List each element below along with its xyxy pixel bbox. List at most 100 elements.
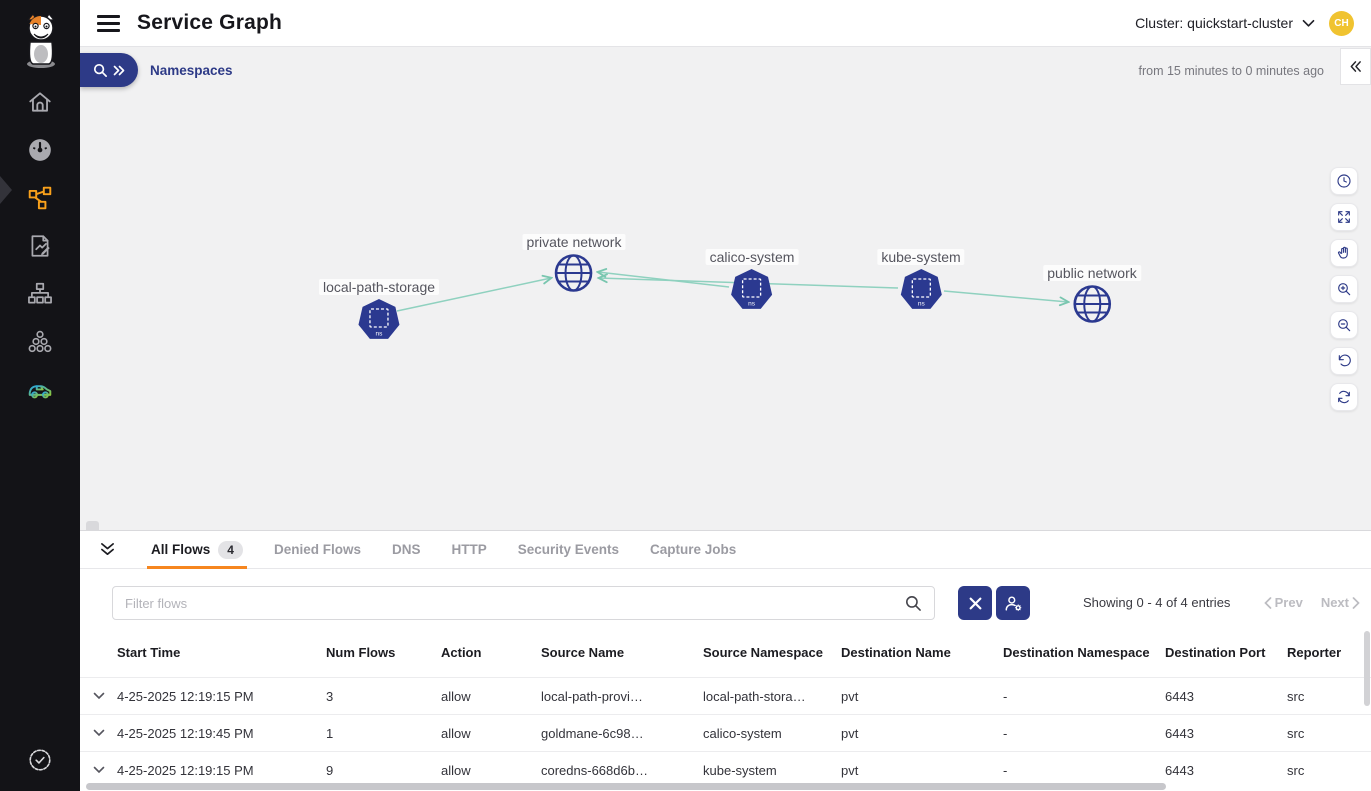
col-header-destination-port[interactable]: Destination Port (1165, 644, 1266, 660)
graph-node-local-path-storage[interactable]: local-path-storage ns (318, 279, 440, 342)
cell-source-namespace: calico-system (703, 725, 782, 741)
horizontal-scrollbar[interactable] (86, 783, 1166, 790)
cell-num-flows: 3 (326, 688, 334, 704)
double-chevron-left-icon (1350, 61, 1361, 72)
cluster-circles-icon (28, 330, 52, 352)
clear-filter-button[interactable] (958, 586, 992, 620)
cell-reporter: src (1287, 725, 1305, 741)
graph-node-kube-system[interactable]: kube-system ns (877, 249, 965, 312)
hand-icon (1337, 246, 1348, 259)
table-row[interactable]: 4-25-2025 12:19:15 PM 9 allow coredns-66… (80, 751, 1371, 788)
menu-hamburger-icon[interactable] (97, 14, 120, 32)
tab-label: Security Events (517, 542, 620, 557)
cell-action: allow (441, 688, 471, 704)
cell-destination-name: pvt (841, 725, 859, 741)
time-settings-button[interactable] (1330, 167, 1358, 195)
namespace-heptagon-icon: ns (731, 269, 773, 309)
cell-source-name: coredns-668d6b… (541, 762, 648, 778)
pagination-controls: Prev Next (1263, 595, 1360, 610)
column-settings-button[interactable] (996, 586, 1030, 620)
graph-node-public-network[interactable]: public network (1043, 265, 1141, 324)
flows-tabs: All Flows 4 Denied Flows DNS HTTP Securi… (80, 531, 1371, 569)
chevron-down-icon (93, 692, 104, 700)
cell-destination-name: pvt (841, 688, 859, 704)
cell-destination-port: 6443 (1165, 725, 1194, 741)
expand-arrows-icon (1338, 211, 1350, 223)
cell-source-namespace: kube-system (703, 762, 777, 778)
right-panel-expand-button[interactable] (1340, 48, 1371, 85)
col-header-start-time[interactable]: Start Time (117, 644, 181, 660)
graph-node-private-network[interactable]: private network (522, 234, 626, 293)
pagination-summary: Showing 0 - 4 of 4 entries (1083, 595, 1231, 610)
tab-security-events[interactable]: Security Events (518, 531, 619, 569)
clock-icon (1337, 174, 1351, 188)
svg-text:ns: ns (376, 331, 384, 338)
cell-start-time: 4-25-2025 12:19:15 PM (117, 688, 254, 704)
collapse-panel-button[interactable] (94, 542, 120, 557)
node-label: calico-system (705, 249, 799, 265)
tab-label: Capture Jobs (650, 542, 737, 557)
service-graph-canvas[interactable]: Namespaces from 15 minutes to 0 minutes … (80, 47, 1371, 530)
prev-page-button[interactable]: Prev (1263, 595, 1303, 610)
col-header-source-name[interactable]: Source Name (541, 644, 625, 660)
zoom-out-button[interactable] (1330, 311, 1358, 339)
panel-resize-handle[interactable] (86, 521, 99, 531)
time-range-label: from 15 minutes to 0 minutes ago (1138, 64, 1324, 78)
tab-http[interactable]: HTTP (451, 531, 486, 569)
sidebar-item-policies[interactable] (23, 232, 57, 259)
refresh-button[interactable] (1330, 383, 1358, 411)
col-header-destination-namespace[interactable]: Destination Namespace (1003, 644, 1150, 660)
graph-search-pill[interactable] (80, 53, 138, 87)
tab-label: HTTP (451, 542, 487, 557)
fit-screen-button[interactable] (1330, 203, 1358, 231)
sidebar-item-cluster[interactable] (23, 328, 57, 355)
cell-num-flows: 9 (326, 762, 334, 778)
cell-action: allow (441, 725, 471, 741)
col-header-destination-name[interactable]: Destination Name (841, 644, 951, 660)
breadcrumb-namespaces[interactable]: Namespaces (150, 63, 233, 78)
sidebar-item-home[interactable] (23, 88, 57, 115)
row-expand-button[interactable] (80, 692, 117, 700)
svg-text:ns: ns (749, 301, 757, 308)
table-row[interactable]: 4-25-2025 12:19:45 PM 1 allow goldmane-6… (80, 714, 1371, 751)
tab-all-flows[interactable]: All Flows 4 (147, 531, 247, 569)
search-icon[interactable] (905, 595, 922, 612)
col-header-source-namespace[interactable]: Source Namespace (703, 644, 823, 660)
avatar[interactable]: CH (1329, 10, 1354, 36)
col-header-action[interactable]: Action (441, 644, 482, 660)
next-page-button[interactable]: Next (1321, 595, 1360, 610)
left-sidebar (0, 0, 80, 791)
col-header-reporter[interactable]: Reporter (1287, 644, 1342, 660)
zoom-out-icon (1338, 319, 1351, 332)
sidebar-item-dashboard[interactable] (23, 136, 57, 163)
vertical-scrollbar[interactable] (1364, 631, 1370, 706)
tab-dns[interactable]: DNS (392, 531, 421, 569)
sidebar-item-service-graph[interactable] (23, 184, 57, 211)
pan-hand-button[interactable] (1330, 239, 1358, 267)
tab-capture-jobs[interactable]: Capture Jobs (650, 531, 736, 569)
row-expand-button[interactable] (80, 766, 117, 774)
zoom-in-button[interactable] (1330, 275, 1358, 303)
chevron-right-icon (1352, 596, 1360, 609)
filter-flows-input[interactable] (112, 586, 935, 620)
cell-destination-namespace: - (1003, 725, 1008, 741)
tab-label: DNS (391, 542, 421, 557)
cell-start-time: 4-25-2025 12:19:15 PM (117, 762, 254, 778)
cell-reporter: src (1287, 688, 1305, 704)
sidebar-active-notch (0, 176, 12, 204)
undo-layout-button[interactable] (1330, 347, 1358, 375)
chevron-down-icon (1302, 19, 1315, 27)
sidebar-item-image-assurance[interactable] (23, 376, 57, 403)
table-row[interactable]: 4-25-2025 12:19:15 PM 3 allow local-path… (80, 677, 1371, 714)
tab-denied-flows[interactable]: Denied Flows (274, 531, 361, 569)
sidebar-item-compliance[interactable] (0, 747, 80, 773)
chevron-left-icon (1263, 596, 1271, 609)
cluster-selector[interactable]: Cluster: quickstart-cluster (1135, 15, 1315, 31)
row-expand-button[interactable] (80, 729, 117, 737)
sidebar-item-nodes[interactable] (23, 280, 57, 307)
tab-label: All Flows (151, 542, 211, 557)
cell-destination-port: 6443 (1165, 762, 1194, 778)
graph-node-calico-system[interactable]: calico-system ns (705, 249, 799, 312)
col-header-num-flows[interactable]: Num Flows (326, 644, 396, 660)
